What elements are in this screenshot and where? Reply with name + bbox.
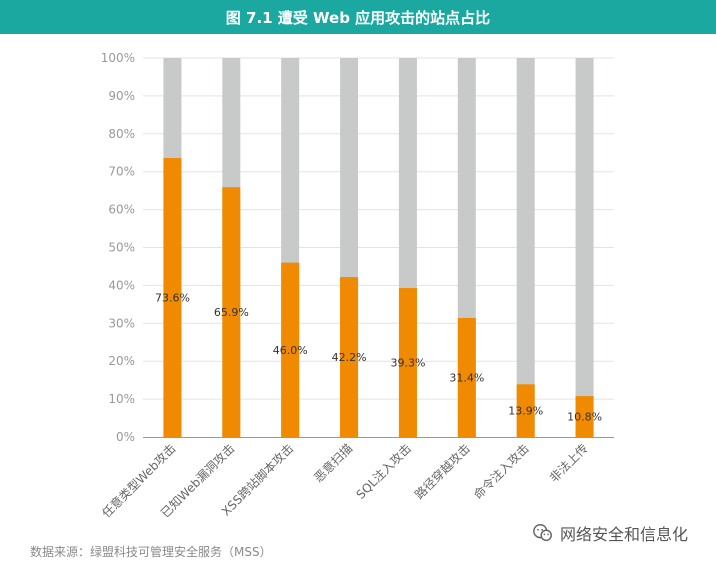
value-labels: 73.6% 65.9% 46.0% 42.2% 39.3% 31.4% 13.9% 10.8% xyxy=(155,292,602,424)
y-tick-label: 20% xyxy=(108,354,135,368)
bar-value-label: 42.2% xyxy=(332,351,367,364)
y-axis-ticks: 0% 10% 20% 30% 40% 50% 60% 70% 80% 90% 100% xyxy=(101,51,135,444)
watermark: 网络安全和信息化 xyxy=(532,521,688,545)
y-tick-label: 60% xyxy=(108,203,135,217)
y-tick-label: 90% xyxy=(108,89,135,103)
watermark-text: 网络安全和信息化 xyxy=(560,521,688,545)
x-tick-label: 非法上传 xyxy=(546,441,591,486)
bar-value-label: 31.4% xyxy=(449,371,484,384)
x-tick-label: 路径穿越攻击 xyxy=(411,441,473,503)
bar-value-label: 13.9% xyxy=(508,405,543,418)
data-source-note: 数据来源：绿盟科技可管理安全服务（MSS） xyxy=(30,543,272,560)
bar-value-label: 65.9% xyxy=(214,306,249,319)
y-tick-label: 0% xyxy=(116,430,135,444)
x-tick-label: SQL注入攻击 xyxy=(353,441,414,502)
bar-background xyxy=(517,58,535,437)
gridlines xyxy=(143,58,614,399)
bar-value-label: 10.8% xyxy=(567,411,602,424)
y-tick-label: 100% xyxy=(101,51,135,65)
y-tick-label: 30% xyxy=(108,316,135,330)
wechat-icon xyxy=(532,522,554,544)
bar-value-label: 73.6% xyxy=(155,292,190,305)
bar-value-label: 39.3% xyxy=(390,357,425,370)
bar-value-label: 46.0% xyxy=(273,344,308,357)
x-tick-label: 命令注入攻击 xyxy=(470,441,532,503)
y-tick-label: 40% xyxy=(108,278,135,292)
y-tick-label: 70% xyxy=(108,165,135,179)
y-tick-label: 80% xyxy=(108,127,135,141)
y-tick-label: 10% xyxy=(108,392,135,406)
y-tick-label: 50% xyxy=(108,241,135,255)
x-tick-label: 恶意扫描 xyxy=(311,441,356,486)
bar-background xyxy=(576,58,594,437)
